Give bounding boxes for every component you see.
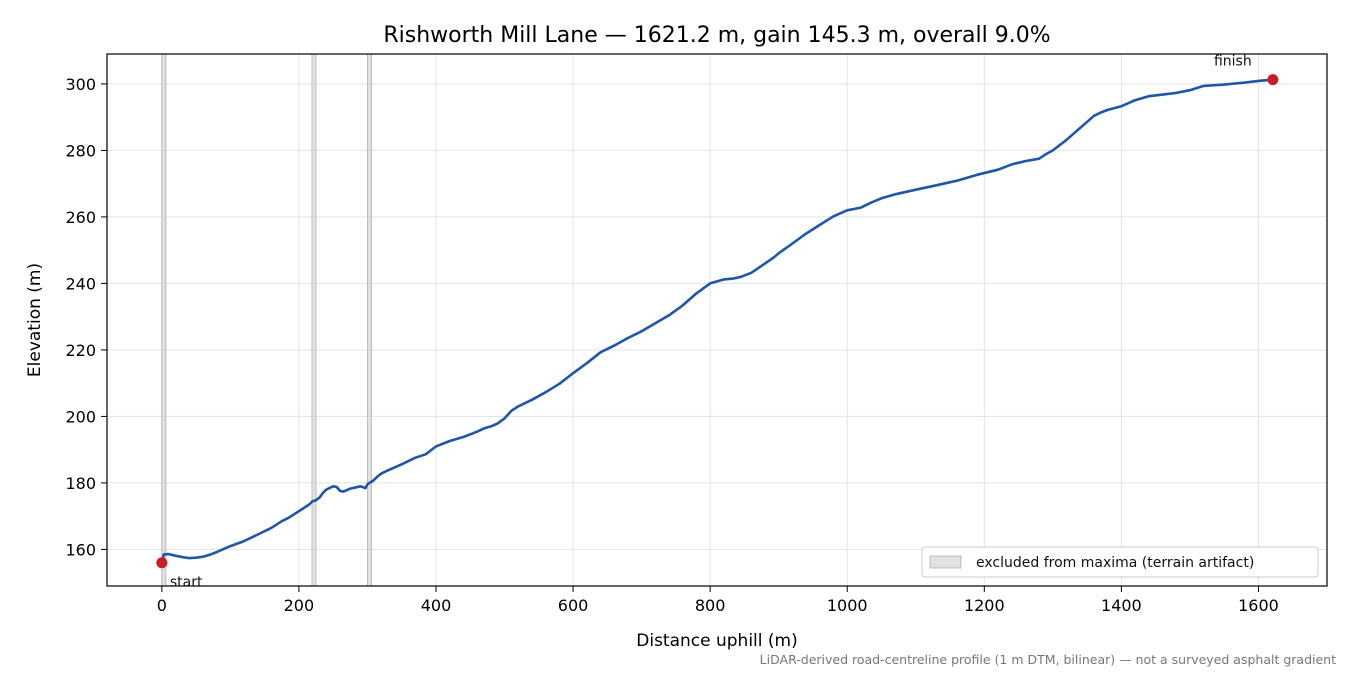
start-annotation: start <box>170 575 203 591</box>
x-tick-label: 1000 <box>827 596 868 615</box>
footnote: LiDAR-derived road-centreline profile (1… <box>760 652 1336 667</box>
x-axis-ticks: 0 200 400 600 800 1000 1200 1400 1600 <box>157 586 1279 615</box>
y-tick-label: 160 <box>65 540 96 559</box>
x-tick-label: 1400 <box>1101 596 1142 615</box>
legend: excluded from maxima (terrain artifact) <box>921 546 1319 578</box>
x-tick-label: 400 <box>421 596 452 615</box>
x-tick-label: 200 <box>284 596 315 615</box>
y-tick-label: 240 <box>65 274 96 293</box>
y-axis-ticks: 160 180 200 220 240 260 280 300 <box>65 75 107 559</box>
excluded-band <box>161 53 167 587</box>
grid <box>107 54 1327 586</box>
finish-annotation: finish <box>1214 54 1252 70</box>
excluded-band <box>311 53 317 587</box>
series-layer <box>160 78 1275 565</box>
y-tick-label: 200 <box>65 407 96 426</box>
y-tick-label: 280 <box>65 141 96 160</box>
y-tick-label: 180 <box>65 474 96 493</box>
x-tick-label: 0 <box>157 596 167 615</box>
excluded-band <box>367 53 372 587</box>
y-tick-label: 220 <box>65 341 96 360</box>
y-tick-label: 300 <box>65 75 96 94</box>
plot-frame <box>106 53 1328 587</box>
x-tick-label: 1600 <box>1238 596 1279 615</box>
x-tick-label: 800 <box>695 596 726 615</box>
chart-title: Rishworth Mill Lane — 1621.2 m, gain 145… <box>383 23 1050 48</box>
legend-entry: excluded from maxima (terrain artifact) <box>976 555 1254 571</box>
endpoint-markers <box>156 74 1279 569</box>
x-tick-label: 1200 <box>964 596 1005 615</box>
finish-marker <box>1267 74 1279 86</box>
start-marker <box>156 557 168 569</box>
y-axis-label: Elevation (m) <box>25 263 45 377</box>
elevation-line <box>160 78 1275 565</box>
y-tick-label: 260 <box>65 208 96 227</box>
x-axis-label: Distance uphill (m) <box>636 631 797 651</box>
legend-swatch <box>929 555 962 569</box>
excluded-bands <box>161 53 372 587</box>
legend-box <box>921 546 1319 578</box>
x-tick-label: 600 <box>558 596 589 615</box>
